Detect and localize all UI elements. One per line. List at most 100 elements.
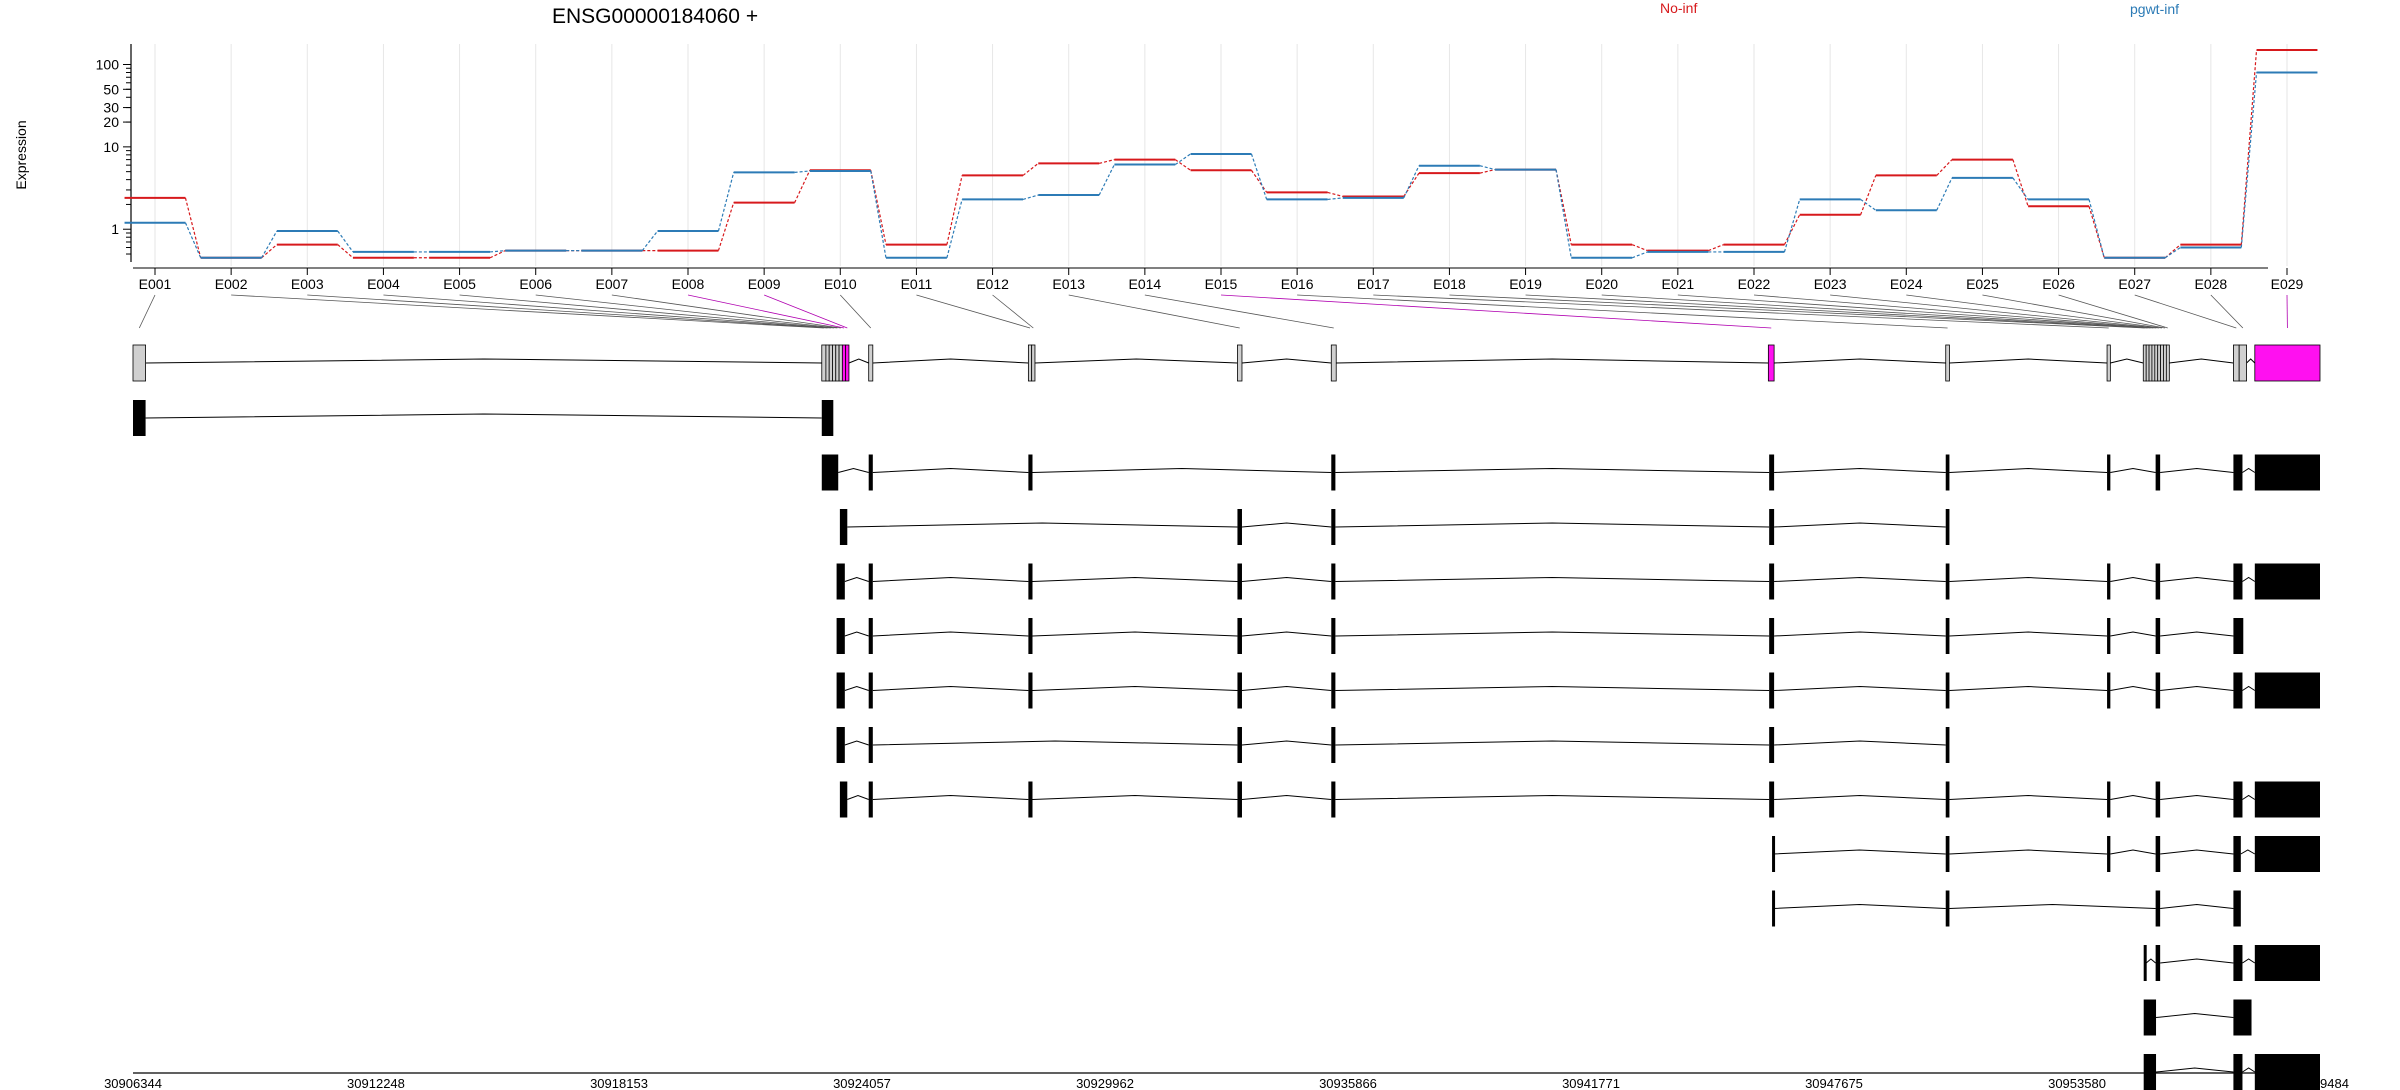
exon-connector bbox=[459, 294, 835, 329]
series-connector bbox=[2012, 159, 2029, 207]
transcript-intron bbox=[1032, 794, 1238, 800]
transcript-intron bbox=[2242, 1067, 2256, 1073]
transcript-exon bbox=[1945, 563, 1950, 600]
transcript-intron bbox=[2242, 576, 2256, 582]
coord-tick-label: 30918153 bbox=[590, 1076, 648, 1090]
transcript-exon bbox=[1237, 727, 1242, 763]
transcript-exon bbox=[1331, 781, 1336, 818]
x-tick-label: E019 bbox=[1509, 276, 1542, 292]
series-connector bbox=[1022, 194, 1039, 201]
transcript-intron bbox=[844, 631, 869, 637]
transcript-intron bbox=[2110, 467, 2156, 473]
transcript-exon bbox=[1945, 672, 1950, 709]
x-tick-label: E029 bbox=[2271, 276, 2304, 292]
transcript-exon bbox=[2107, 672, 2111, 709]
genomic-coordinate-axis: 30906344 30912248 30918153 30924057 30929962… bbox=[104, 1072, 2349, 1090]
exon-connector bbox=[1068, 294, 1240, 329]
transcript-exon bbox=[1945, 618, 1950, 654]
transcript-exon bbox=[2233, 890, 2241, 927]
series-connector bbox=[1555, 169, 1572, 258]
transcript-exon bbox=[2155, 836, 2161, 872]
x-tick-label: E003 bbox=[291, 276, 324, 292]
transcript-intron bbox=[1774, 631, 1946, 637]
transcript-exon bbox=[2233, 563, 2243, 600]
flat-exon bbox=[838, 344, 843, 382]
series-connector bbox=[1783, 214, 1801, 245]
transcript-exon bbox=[1769, 563, 1775, 600]
transcript-exon bbox=[1237, 672, 1242, 709]
transcript-intron bbox=[2145, 958, 2156, 964]
y-tick-label: 10 bbox=[103, 139, 119, 155]
flat-exon bbox=[845, 344, 850, 382]
transcript-exon bbox=[821, 454, 839, 491]
flat-intron bbox=[848, 358, 869, 364]
transcript-exon bbox=[2233, 1054, 2243, 1090]
flat-exon bbox=[2106, 344, 2111, 382]
transcript-exon bbox=[2155, 618, 2161, 654]
exon-connector bbox=[992, 294, 1034, 329]
transcript-intron bbox=[1949, 903, 2156, 909]
transcript-exon bbox=[1331, 672, 1336, 709]
flat-intron bbox=[145, 358, 822, 364]
flat-exon bbox=[2238, 344, 2247, 382]
transcript-exon bbox=[1772, 836, 1776, 872]
series-connector bbox=[337, 244, 354, 259]
transcript-intron bbox=[1032, 467, 1332, 473]
transcript-intron bbox=[1949, 685, 2108, 691]
exon-connector bbox=[763, 294, 848, 329]
x-tick-label: E025 bbox=[1966, 276, 1999, 292]
transcript-exon bbox=[1769, 618, 1775, 654]
transcript-intron bbox=[2160, 958, 2234, 964]
series-connector bbox=[261, 244, 278, 259]
legend-entry-no-inf: No-inf bbox=[1660, 0, 1697, 16]
series-connector bbox=[1783, 199, 1801, 253]
transcript-exon bbox=[2254, 454, 2320, 491]
series-connector bbox=[1631, 251, 1648, 259]
transcript-exon bbox=[1772, 890, 1776, 927]
exon-connector bbox=[1906, 294, 2163, 329]
x-tick-label: E018 bbox=[1433, 276, 1466, 292]
transcript bbox=[839, 781, 2320, 818]
transcript-exon bbox=[2254, 781, 2320, 818]
transcript bbox=[1772, 836, 2320, 872]
transcript-intron bbox=[1335, 631, 1770, 637]
transcript-intron bbox=[2160, 903, 2234, 909]
transcript-exon bbox=[868, 454, 873, 491]
series-connector bbox=[870, 170, 887, 258]
transcript-intron bbox=[2155, 1067, 2234, 1073]
x-tick-label: E028 bbox=[2195, 276, 2228, 292]
transcript-exon bbox=[2143, 945, 2147, 981]
exon-connector bbox=[383, 294, 831, 329]
transcript-exon bbox=[1028, 781, 1033, 818]
series-connector bbox=[1936, 159, 1953, 176]
transcript bbox=[836, 618, 2244, 654]
coord-tick-label: 30941771 bbox=[1562, 1076, 1620, 1090]
flat-exon bbox=[821, 344, 827, 382]
x-axis: E001 E002 E003 E004 E005 E006 E007 E008 E009 E010… bbox=[133, 267, 2304, 292]
series-pgwt-inf bbox=[124, 71, 2318, 259]
transcript-intron bbox=[1335, 794, 1770, 800]
transcript-intron bbox=[1335, 740, 1770, 746]
series-connector bbox=[1099, 159, 1115, 164]
transcript-intron bbox=[1032, 631, 1238, 637]
coord-tick-label: 30906344 bbox=[104, 1076, 162, 1090]
flat-intron bbox=[1034, 358, 1238, 364]
transcript-exon bbox=[2233, 945, 2243, 981]
x-tick-label: E022 bbox=[1738, 276, 1771, 292]
transcript-intron bbox=[872, 631, 1029, 637]
series-connector bbox=[1327, 197, 1343, 201]
transcript-intron bbox=[2160, 849, 2234, 855]
x-tick-label: E001 bbox=[139, 276, 172, 292]
legend-entry-pgwt-inf: pgwt-inf bbox=[2130, 1, 2179, 17]
transcript-exon bbox=[2155, 672, 2161, 709]
series-connector bbox=[717, 172, 735, 232]
flattened-gene-model bbox=[132, 344, 2321, 382]
transcript-intron bbox=[1241, 740, 1332, 746]
flat-intron bbox=[1949, 358, 2108, 364]
exon-connector bbox=[1601, 294, 2151, 329]
x-tick-label: E026 bbox=[2042, 276, 2075, 292]
flat-intron bbox=[872, 358, 1029, 364]
flat-exon bbox=[1330, 344, 1337, 382]
transcript-exon bbox=[1331, 618, 1336, 654]
flat-exon bbox=[835, 344, 840, 382]
